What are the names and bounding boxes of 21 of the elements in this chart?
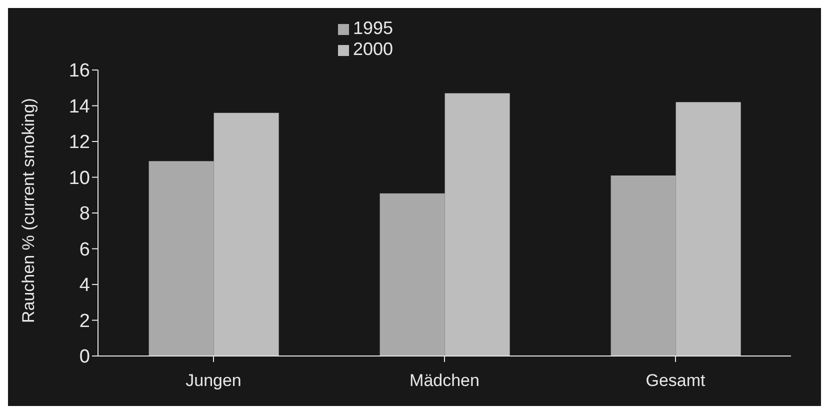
x-tick-label: Gesamt — [646, 371, 706, 390]
bar — [676, 102, 741, 356]
x-tick-label: Jungen — [186, 371, 242, 390]
y-tick-label: 8 — [79, 204, 90, 225]
bar — [214, 112, 279, 356]
bar — [380, 193, 445, 356]
legend-label: 1995 — [353, 18, 394, 38]
x-tick-label: Mädchen — [410, 371, 480, 390]
bar — [444, 93, 510, 356]
y-axis-title: Rauchen % (current smoking) — [19, 98, 38, 323]
y-tick-label: 10 — [68, 168, 90, 189]
bar — [148, 161, 214, 356]
y-tick-label: 14 — [68, 96, 90, 118]
bar — [610, 175, 676, 356]
y-tick-label: 0 — [79, 346, 90, 368]
legend-label: 2000 — [353, 39, 394, 59]
y-tick-label: 2 — [79, 310, 90, 332]
y-tick-label: 16 — [68, 60, 90, 82]
y-tick-label: 6 — [79, 239, 90, 260]
y-tick-label: 4 — [79, 275, 90, 296]
y-tick-label: 12 — [68, 132, 90, 154]
